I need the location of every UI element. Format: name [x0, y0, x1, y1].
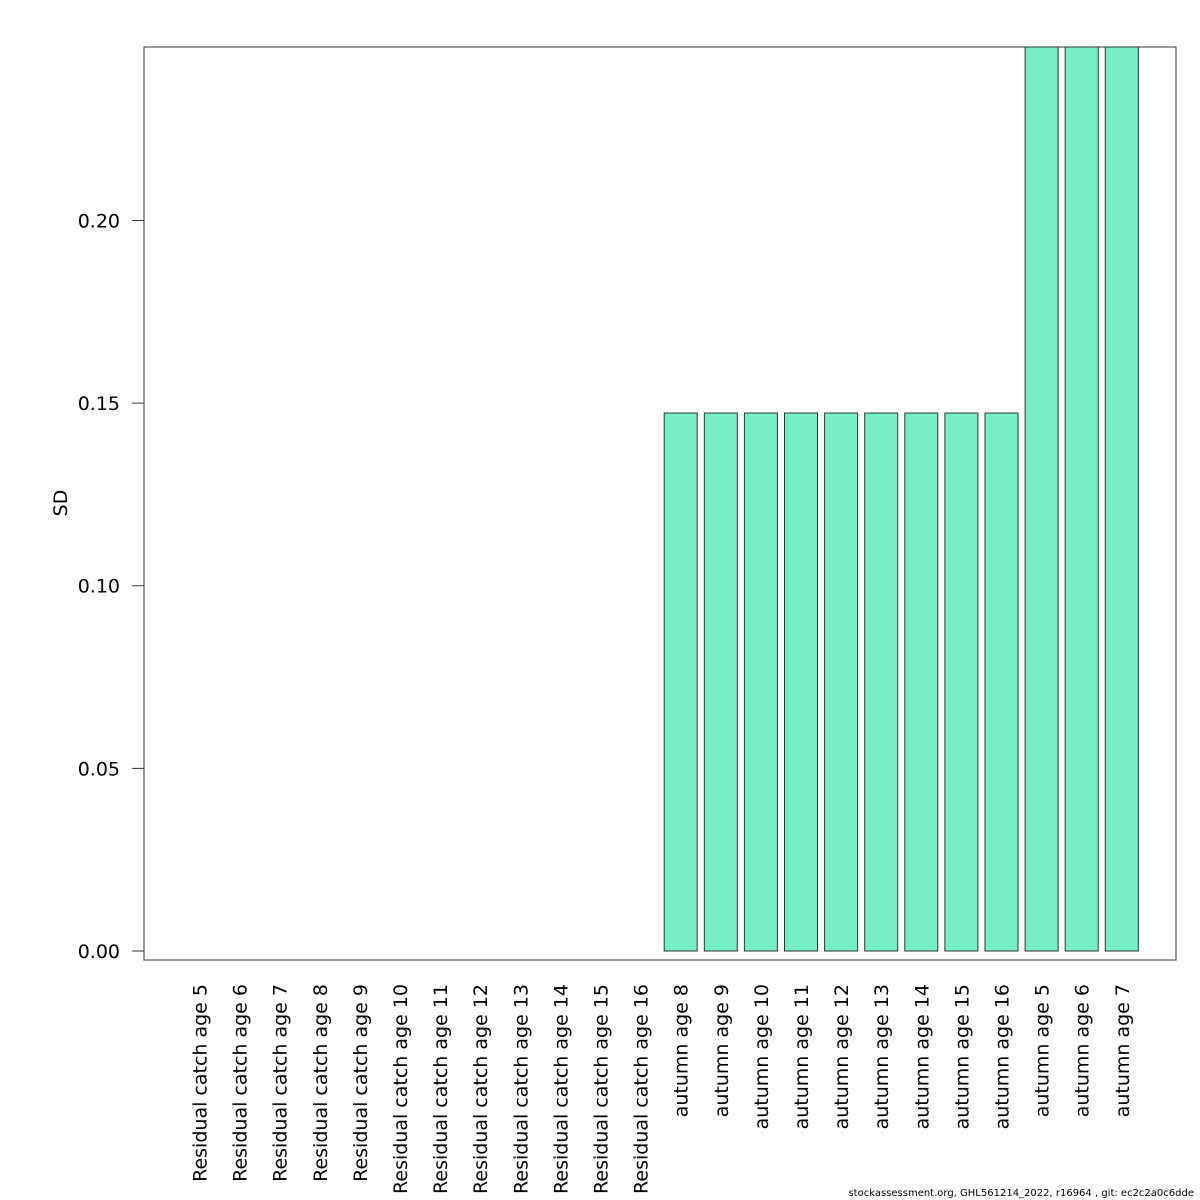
bar-18: [864, 412, 899, 952]
x-tick-label: autumn age 14: [911, 984, 933, 1129]
y-tick-label: 0.10: [78, 576, 120, 598]
bar-21: [984, 412, 1019, 952]
x-tick-label: Residual catch age 13: [510, 984, 532, 1194]
bar-15: [743, 412, 778, 952]
bar-22: [1024, 46, 1059, 952]
y-axis: 0.00 0.05 0.10 0.15 0.20: [78, 210, 145, 963]
bar-20: [944, 412, 979, 952]
x-tick-label: autumn age 11: [791, 984, 813, 1129]
x-tick-label: autumn age 8: [671, 984, 693, 1117]
bar-24: [1104, 46, 1139, 952]
x-tick-label: Residual catch age 16: [631, 984, 653, 1194]
x-tick-label: Residual catch age 12: [470, 984, 492, 1194]
x-tick-label: Residual catch age 7: [270, 984, 292, 1182]
bar-19: [904, 412, 939, 952]
x-tick-label: Residual catch age 6: [230, 984, 252, 1182]
x-tick-label: Residual catch age 11: [430, 984, 452, 1194]
bar-13: [663, 412, 698, 952]
bar-17: [824, 412, 859, 952]
x-tick-label: Residual catch age 10: [390, 984, 412, 1194]
x-tick-label: autumn age 16: [992, 984, 1014, 1129]
x-axis-labels: Residual catch age 5 Residual catch age 6…: [190, 984, 1134, 1194]
x-tick-label: Residual catch age 14: [550, 984, 572, 1194]
footer-note: stockassessment.org, GHL561214_2022, r16…: [848, 1188, 1194, 1199]
y-tick-label: 0.05: [78, 758, 120, 780]
x-tick-label: Residual catch age 9: [350, 984, 372, 1182]
x-tick-label: autumn age 6: [1072, 984, 1094, 1117]
y-axis-title: SD: [50, 490, 72, 517]
y-tick-label: 0.20: [78, 210, 120, 232]
x-tick-label: autumn age 15: [951, 984, 973, 1129]
x-tick-label: autumn age 10: [751, 984, 773, 1129]
bar-16: [784, 412, 818, 952]
x-tick-label: autumn age 5: [1032, 984, 1054, 1117]
y-tick-label: 0.00: [78, 941, 120, 963]
plot-frame: [143, 46, 1177, 961]
bar-23: [1064, 46, 1099, 952]
x-tick-label: autumn age 13: [871, 984, 893, 1129]
bar-14: [703, 412, 738, 952]
x-tick-label: autumn age 7: [1112, 984, 1134, 1117]
x-tick-label: Residual catch age 5: [190, 984, 212, 1182]
x-tick-label: autumn age 9: [711, 984, 733, 1117]
x-tick-label: Residual catch age 15: [591, 984, 613, 1194]
x-tick-label: autumn age 12: [831, 984, 853, 1129]
y-tick-label: 0.15: [78, 393, 120, 415]
x-tick-label: Residual catch age 8: [310, 984, 332, 1182]
bars-layer: [663, 46, 1139, 952]
